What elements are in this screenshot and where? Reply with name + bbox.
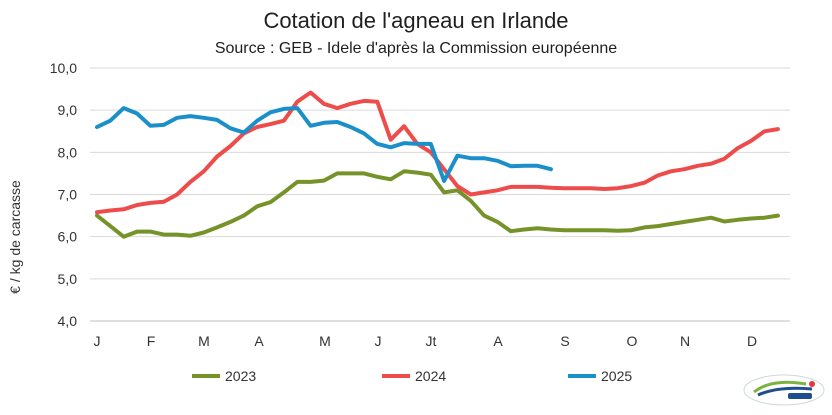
series-lines: [95, 90, 780, 239]
series-line-2023: [95, 169, 780, 239]
x-tick-label: M: [198, 333, 210, 349]
x-tick-label: Jt: [426, 333, 437, 349]
x-tick-label: N: [680, 333, 690, 349]
legend: 2023 2024 2025: [192, 368, 632, 384]
chart-title: Cotation de l'agneau en Irlande: [263, 8, 569, 33]
chart-subtitle: Source : GEB - Idele d'après la Commissi…: [214, 40, 618, 57]
y-tick-label: 4,0: [58, 313, 78, 329]
x-tick-label: M: [319, 333, 331, 349]
y-tick-label: 5,0: [58, 271, 78, 287]
x-tick-label: A: [493, 333, 503, 349]
x-tick-label: J: [94, 333, 101, 349]
x-tick-label: F: [147, 333, 156, 349]
y-tick-label: 10,0: [50, 60, 77, 76]
grid-lines: [90, 67, 790, 322]
y-tick-label: 7,0: [58, 187, 78, 203]
x-tick-label: A: [254, 333, 264, 349]
x-tick-label: O: [627, 333, 638, 349]
idele-logo-icon: [743, 374, 825, 406]
x-axis-ticks: J F M A M J Jt A S O N D: [94, 333, 758, 349]
legend-label-2025: 2025: [601, 368, 632, 384]
legend-label-2024: 2024: [415, 368, 446, 384]
y-tick-label: 6,0: [58, 229, 78, 245]
y-axis-ticks: 4,0 5,0 6,0 7,0 8,0 9,0 10,0: [50, 60, 77, 329]
legend-label-2023: 2023: [225, 368, 256, 384]
x-tick-label: D: [747, 333, 757, 349]
y-tick-label: 9,0: [58, 102, 78, 118]
y-tick-label: 8,0: [58, 144, 78, 160]
x-tick-label: J: [375, 333, 382, 349]
y-axis-title: € / kg de carcasse: [7, 180, 23, 294]
x-tick-label: S: [560, 333, 569, 349]
series-line-2025: [95, 106, 553, 183]
